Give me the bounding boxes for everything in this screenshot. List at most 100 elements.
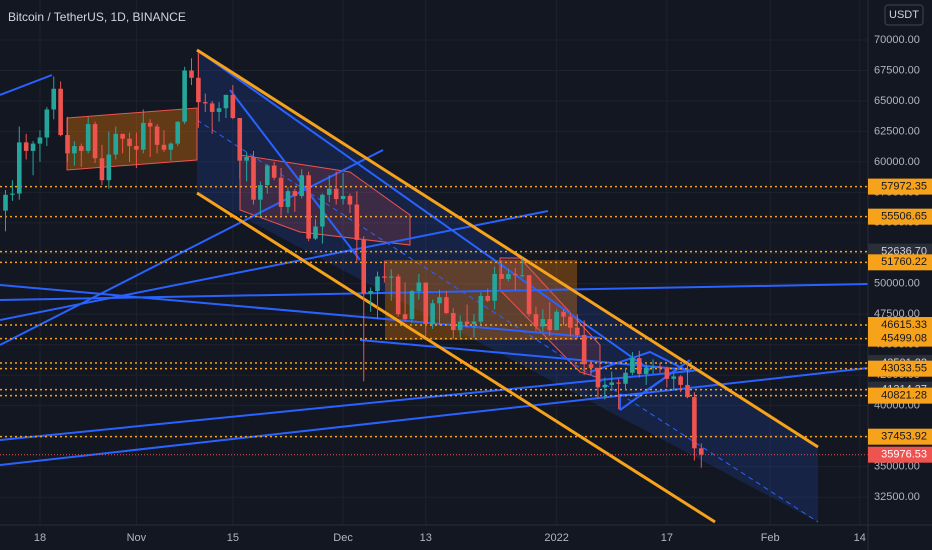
currency-button-label[interactable]: USDT <box>889 9 919 21</box>
level-label-box <box>868 208 932 225</box>
trend-line <box>0 283 868 301</box>
level-label: 51760.22 <box>881 256 927 268</box>
candle-body <box>512 274 518 276</box>
level-label: 46615.33 <box>881 319 927 331</box>
x-tick-label: 13 <box>420 532 432 544</box>
trend-line <box>0 149 384 346</box>
candle-body <box>161 144 167 150</box>
candle-body <box>196 77 201 103</box>
y-tick-label: 60000.00 <box>874 156 920 168</box>
candle-body <box>581 334 587 365</box>
candle-body <box>120 133 125 139</box>
candle-body <box>547 319 553 331</box>
candle-body <box>78 146 84 151</box>
chart-title: Bitcoin / TetherUS, 1D, BINANCE <box>8 10 186 24</box>
candle-body <box>526 275 532 315</box>
candle-body <box>58 88 63 136</box>
candle-body <box>127 138 132 147</box>
y-tick-label: 32500.00 <box>874 491 920 503</box>
candle-body <box>671 376 677 379</box>
candle-body <box>616 382 621 384</box>
candle-body <box>416 282 422 292</box>
candle-body <box>375 276 380 292</box>
candle-body <box>657 366 663 368</box>
trend-line <box>0 367 868 466</box>
candle-body <box>444 297 449 314</box>
y-tick-label: 35000.00 <box>874 460 920 472</box>
candle-body <box>506 274 511 279</box>
trend-line <box>359 339 691 371</box>
candle-body <box>251 157 256 200</box>
level-label-box <box>868 428 932 445</box>
candle-body <box>554 311 559 331</box>
candle-body <box>630 358 635 373</box>
level-label: 45499.08 <box>881 333 927 345</box>
candle-body <box>650 366 656 368</box>
x-tick-label: 15 <box>227 532 239 544</box>
x-tick-label: Feb <box>761 532 780 544</box>
candle-body <box>609 382 615 385</box>
candle-body <box>30 143 36 151</box>
level-label-box <box>868 360 932 377</box>
candle-body <box>23 142 29 151</box>
trend-line <box>0 369 701 441</box>
candle-body <box>44 109 50 138</box>
candle-body <box>299 175 305 197</box>
drawings <box>0 48 868 524</box>
candle-body <box>623 372 628 384</box>
candle-body <box>168 143 174 150</box>
candle-body <box>492 274 497 301</box>
candle-body <box>568 316 573 328</box>
range-box <box>239 154 411 246</box>
trend-line <box>589 350 691 373</box>
candle-body <box>340 196 346 200</box>
candle-body <box>361 239 367 294</box>
x-tick-label: 17 <box>661 532 673 544</box>
candle-body <box>457 321 463 331</box>
candle-body <box>313 226 318 239</box>
trend-line <box>0 74 53 96</box>
candle-body <box>244 157 249 161</box>
x-tick-label: 2022 <box>544 532 568 544</box>
candle-body <box>636 358 642 374</box>
candle-body <box>85 124 91 151</box>
candle-body <box>402 314 408 320</box>
candle-body <box>519 275 525 277</box>
candle-body <box>643 367 649 374</box>
candle-body <box>395 276 401 315</box>
candle-body <box>154 126 160 145</box>
price-label: 35976.53 <box>881 449 927 461</box>
candle-body <box>271 165 277 178</box>
x-tick-label: Nov <box>127 532 147 544</box>
x-tick-label: 18 <box>34 532 46 544</box>
candle-body <box>292 191 298 197</box>
candle-body <box>430 303 435 324</box>
level-label-box <box>868 330 932 347</box>
currency-button[interactable] <box>884 4 924 26</box>
candle-body <box>51 88 57 110</box>
candle-body <box>237 118 243 161</box>
level-label: 52636.70 <box>881 246 927 258</box>
candle-body <box>99 158 105 181</box>
candle-body <box>602 384 608 388</box>
trend-line <box>196 49 651 371</box>
y-tick-label: 67500.00 <box>874 64 920 76</box>
candle-body <box>3 194 8 211</box>
level-label-box <box>868 317 932 334</box>
candle-body <box>175 121 181 144</box>
candle-body <box>382 276 387 278</box>
candle-body <box>320 194 325 227</box>
candle-body <box>306 175 311 239</box>
candle-body <box>140 122 146 150</box>
labels: 32500.0035000.0037500.0040000.0042500.00… <box>34 34 932 544</box>
level-label: 40821.28 <box>881 390 927 402</box>
level-label: 55506.65 <box>881 211 927 223</box>
candle-body <box>464 321 470 324</box>
candle-body <box>230 94 236 119</box>
x-tick-label: Dec <box>333 532 353 544</box>
y-tick-label: 50000.00 <box>874 278 920 290</box>
candle-body <box>588 364 594 368</box>
candle-body <box>354 204 360 240</box>
candle-body <box>499 274 504 279</box>
candle-body <box>223 94 229 109</box>
